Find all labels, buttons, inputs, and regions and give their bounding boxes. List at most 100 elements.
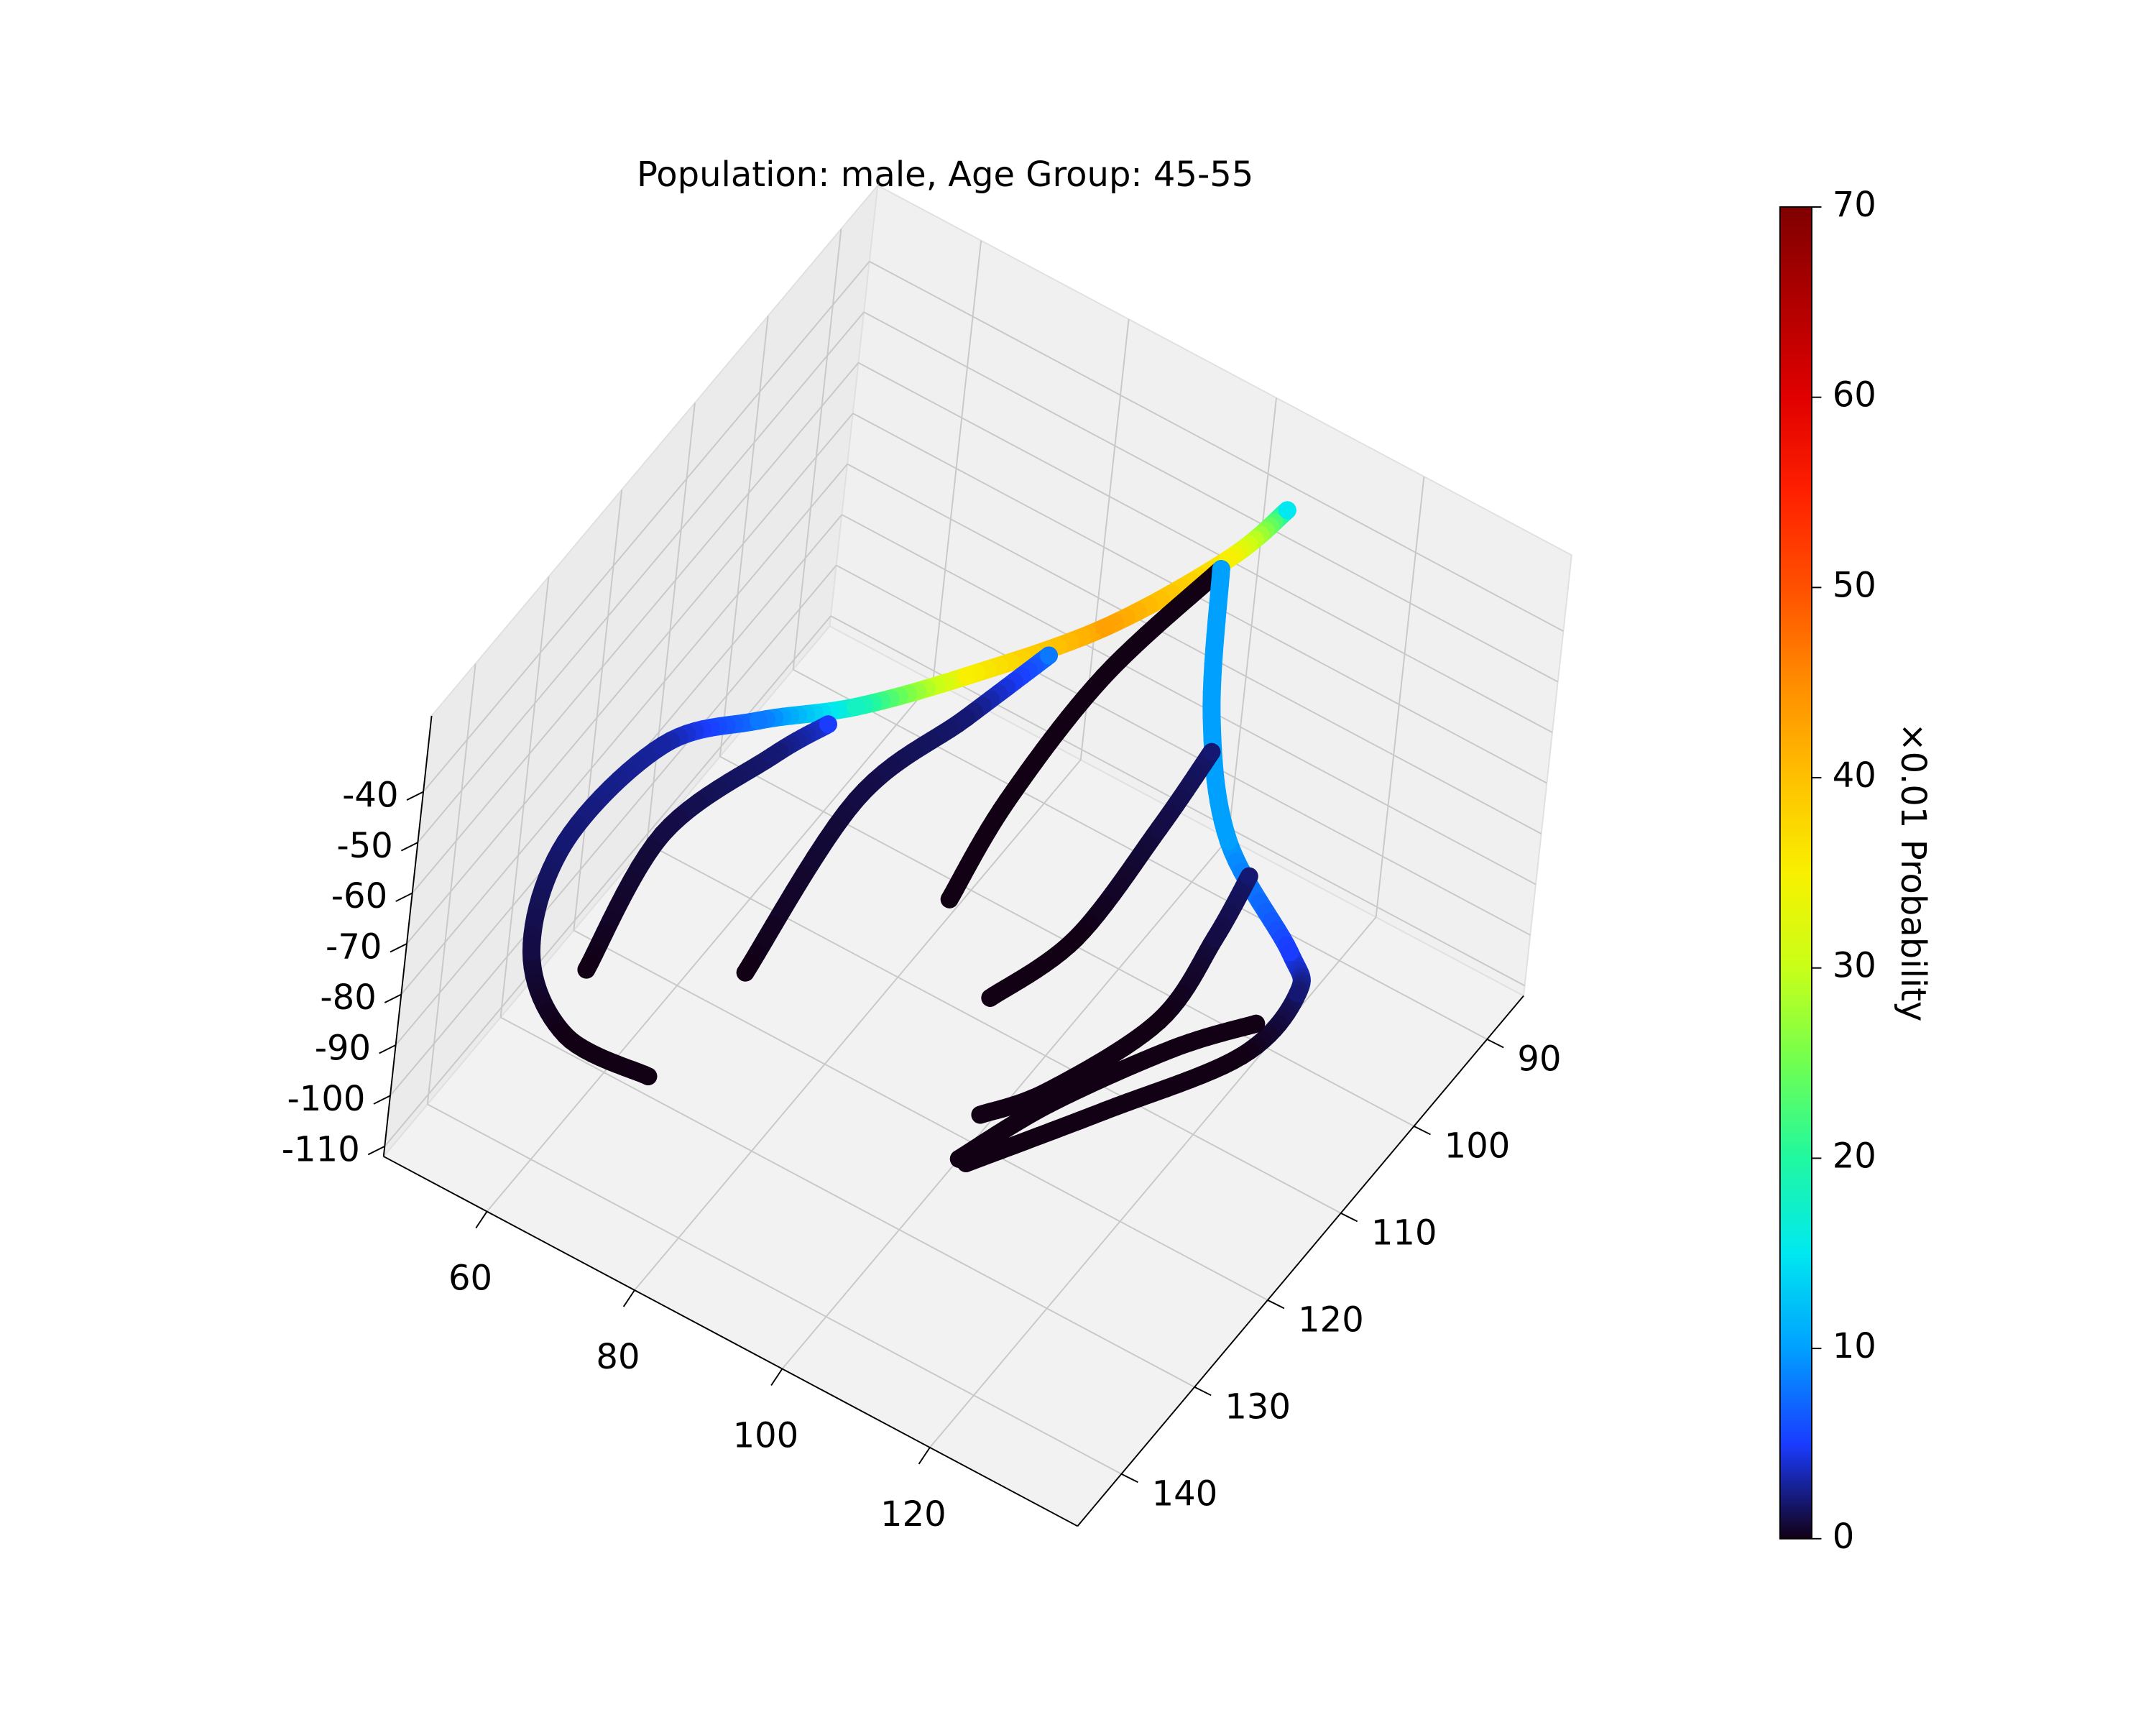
z-tick-label: -80 <box>320 978 376 1018</box>
colorbar-label: ×0.01 Probability <box>1893 722 1933 1021</box>
z-tick-label: -110 <box>282 1130 360 1170</box>
z-tick-label: -60 <box>331 876 387 916</box>
tube-vertex <box>639 1067 658 1085</box>
grid-line <box>417 311 865 843</box>
grid-line <box>646 402 696 844</box>
x-tick-label: 100 <box>733 1415 799 1455</box>
tick-mark <box>1340 1213 1358 1223</box>
tube-vertex <box>949 1149 968 1168</box>
tube-vertex <box>998 791 1016 810</box>
tube-vertex <box>847 697 865 716</box>
grid-line <box>486 681 934 1213</box>
colorbar-tick-label: 40 <box>1833 755 1876 796</box>
tube-vertex <box>763 747 782 765</box>
grid-line <box>857 362 1553 733</box>
grid-line <box>1227 397 1277 839</box>
grid-line <box>841 514 1537 886</box>
x-tick-label: 120 <box>880 1494 946 1535</box>
tube-vertex <box>1202 708 1221 727</box>
tube-vertex <box>750 712 768 730</box>
tube-vertex <box>1233 1046 1251 1065</box>
grid-line <box>573 929 1268 1301</box>
tube-vertex <box>971 1105 990 1124</box>
tick-mark <box>367 1146 385 1156</box>
tube-vertex <box>940 890 959 908</box>
tube-vertex <box>1150 819 1169 838</box>
tube-vertex <box>957 709 975 727</box>
y-tick-label: 100 <box>1445 1126 1511 1167</box>
colorbar-tick-label: 50 <box>1833 565 1876 605</box>
tube-vertex <box>1278 501 1296 520</box>
tube-vertex <box>556 832 575 851</box>
x-tick-label: 80 <box>596 1337 640 1377</box>
grid-line <box>423 261 870 793</box>
tubes <box>522 501 1311 1172</box>
tube-vertex <box>847 791 865 809</box>
tube-vertex <box>819 715 837 734</box>
tube-vertex <box>957 667 975 686</box>
tube-vertex <box>577 960 596 979</box>
y-tick-label: 90 <box>1517 1039 1561 1080</box>
grid-line <box>411 362 860 894</box>
tick-mark <box>918 1447 931 1465</box>
colorbar-gradient <box>1779 206 1812 1540</box>
grid-line <box>646 842 1342 1214</box>
colorbar-tick-label: 10 <box>1833 1326 1876 1366</box>
y-tick-label: 140 <box>1152 1473 1218 1514</box>
tick-mark <box>1486 1039 1504 1049</box>
grid-line <box>836 564 1531 936</box>
tube-vertex <box>1240 867 1258 886</box>
tick-mark <box>395 892 413 902</box>
grid-line <box>932 240 982 681</box>
grid-line <box>499 576 550 1018</box>
tube-vertex <box>522 942 540 961</box>
grid-line <box>406 413 854 944</box>
tick-mark <box>1120 1473 1138 1484</box>
z-tick-label: -90 <box>315 1029 371 1069</box>
colorbar-tick-label: 0 <box>1833 1517 1855 1557</box>
tube-vertex <box>1095 618 1114 637</box>
tick-mark <box>400 842 418 852</box>
grid-line <box>390 564 837 1097</box>
grid-line <box>634 759 1082 1291</box>
tube-vertex <box>1150 1012 1169 1031</box>
y-tick-label: 130 <box>1225 1387 1291 1427</box>
tube-vertex <box>1247 1014 1266 1033</box>
grid-line <box>792 229 842 670</box>
y-tick-label: 110 <box>1371 1213 1437 1254</box>
grid-line <box>384 615 831 1147</box>
grid-line <box>573 489 623 931</box>
chart-title: Population: male, Age Group: 45-55 <box>637 155 1253 195</box>
tube-vertex <box>1095 1102 1114 1121</box>
tube-vertex <box>1067 929 1085 947</box>
tick-mark <box>390 943 407 953</box>
y-tick-label: 120 <box>1298 1300 1364 1340</box>
colorbar-tick-label: 30 <box>1833 946 1876 986</box>
x-axis-line <box>383 1156 1078 1527</box>
tube-vertex <box>981 988 1000 1007</box>
tube-vertex <box>1095 667 1113 686</box>
z-tick-label: -100 <box>287 1079 365 1119</box>
grid-line <box>719 316 769 757</box>
colorbar-tick-label: 60 <box>1833 375 1876 415</box>
tick-mark <box>373 1095 391 1105</box>
tick-mark <box>622 1289 635 1307</box>
tick-mark <box>770 1368 783 1386</box>
tube-vertex <box>653 736 672 755</box>
tick-mark <box>1413 1126 1431 1136</box>
grid-line <box>427 1103 1122 1475</box>
x-tick-label: 60 <box>448 1259 492 1299</box>
tube-vertex <box>1212 560 1230 579</box>
panes: 60 80 100 120 90 100 110 120 130 140 -110 -100 -90 -8… <box>282 183 1572 1535</box>
grid-line <box>500 1016 1195 1388</box>
tick-mark <box>379 1044 397 1054</box>
tube-vertex <box>1289 984 1307 1003</box>
tube-vertex <box>1281 943 1299 962</box>
grid-line <box>869 260 1564 632</box>
tube-vertex <box>736 963 755 982</box>
colorbar-tick-label: 20 <box>1833 1136 1876 1176</box>
tube-vertex <box>556 1026 575 1044</box>
tick-mark <box>384 993 402 1003</box>
tube-vertex <box>1219 832 1238 851</box>
